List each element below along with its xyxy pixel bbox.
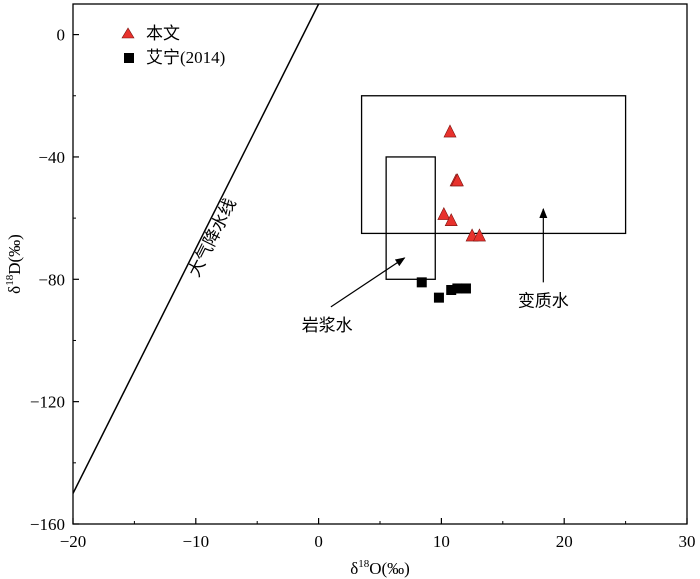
y-axis-title-sup: 18 [4, 274, 16, 286]
y-tick-label-0: 0 [57, 26, 66, 45]
triangle-point-7 [472, 228, 486, 242]
y-axis-title: δ18D(‰) [4, 234, 24, 294]
y-tick-label-3: −120 [30, 393, 65, 412]
x-tick-label-3: 10 [433, 532, 450, 551]
data-points [416, 124, 486, 303]
y-tick-label-2: −80 [38, 270, 65, 289]
square-point-1 [416, 277, 427, 288]
legend-label-this-study: 本文 [146, 24, 180, 43]
legend-label-ai-ning: 艾宁(2014) [146, 48, 225, 67]
square-point-4 [452, 283, 463, 294]
axes: −20 −10 0 10 20 300−40−80−120−160δ18O(‰)δ18D(… [4, 3, 696, 578]
meteoric-line-clip-group [73, 4, 320, 494]
metamorphic-water-label: 变质水 [518, 292, 569, 311]
legend-square-marker [124, 53, 134, 63]
square-point-2 [433, 292, 444, 303]
y-tick-label-1: −40 [38, 148, 65, 167]
y-tick-label-4: −160 [30, 515, 65, 534]
x-axis-title-main: δ [350, 559, 358, 578]
triangle-point-3 [450, 173, 464, 187]
triangle-point-1 [443, 124, 457, 138]
meteoric-water-line [73, 4, 320, 494]
square-point-5 [460, 283, 471, 294]
region-box-magmatic-water [385, 156, 436, 280]
plot-frame [72, 3, 688, 525]
x-tick-label-4: 20 [556, 532, 573, 551]
meteoric-water-line-group: 大气降水线 [73, 4, 320, 494]
x-tick-label-5: 30 [679, 532, 696, 551]
magmatic-water-arrow [330, 257, 406, 308]
x-axis-title: δ18O(‰) [350, 558, 410, 578]
x-tick-label-1: −10 [183, 532, 210, 551]
legend-triangle-marker [121, 27, 135, 39]
x-axis-title-rest: O(‰) [369, 559, 410, 578]
series-this-study [437, 124, 486, 242]
x-tick-label-2: 0 [314, 532, 323, 551]
x-tick-label-0: −20 [60, 532, 87, 551]
annotations: 岩浆水 变质水 [302, 207, 569, 335]
region-box-metamorphic-water [360, 95, 627, 235]
meteoric-water-line-label: 大气降水线 [185, 195, 240, 279]
triangle-point-5 [444, 213, 458, 227]
y-axis-title-rest: D(‰) [5, 234, 24, 275]
triangle-point-4 [437, 206, 451, 220]
region-boxes [360, 95, 627, 280]
square-point-3 [446, 285, 457, 295]
y-axis-title-main: δ [5, 286, 24, 294]
series-ai-ning-2014 [416, 277, 471, 303]
x-axis-title-sup: 18 [358, 558, 370, 570]
magmatic-water-label: 岩浆水 [302, 316, 353, 335]
